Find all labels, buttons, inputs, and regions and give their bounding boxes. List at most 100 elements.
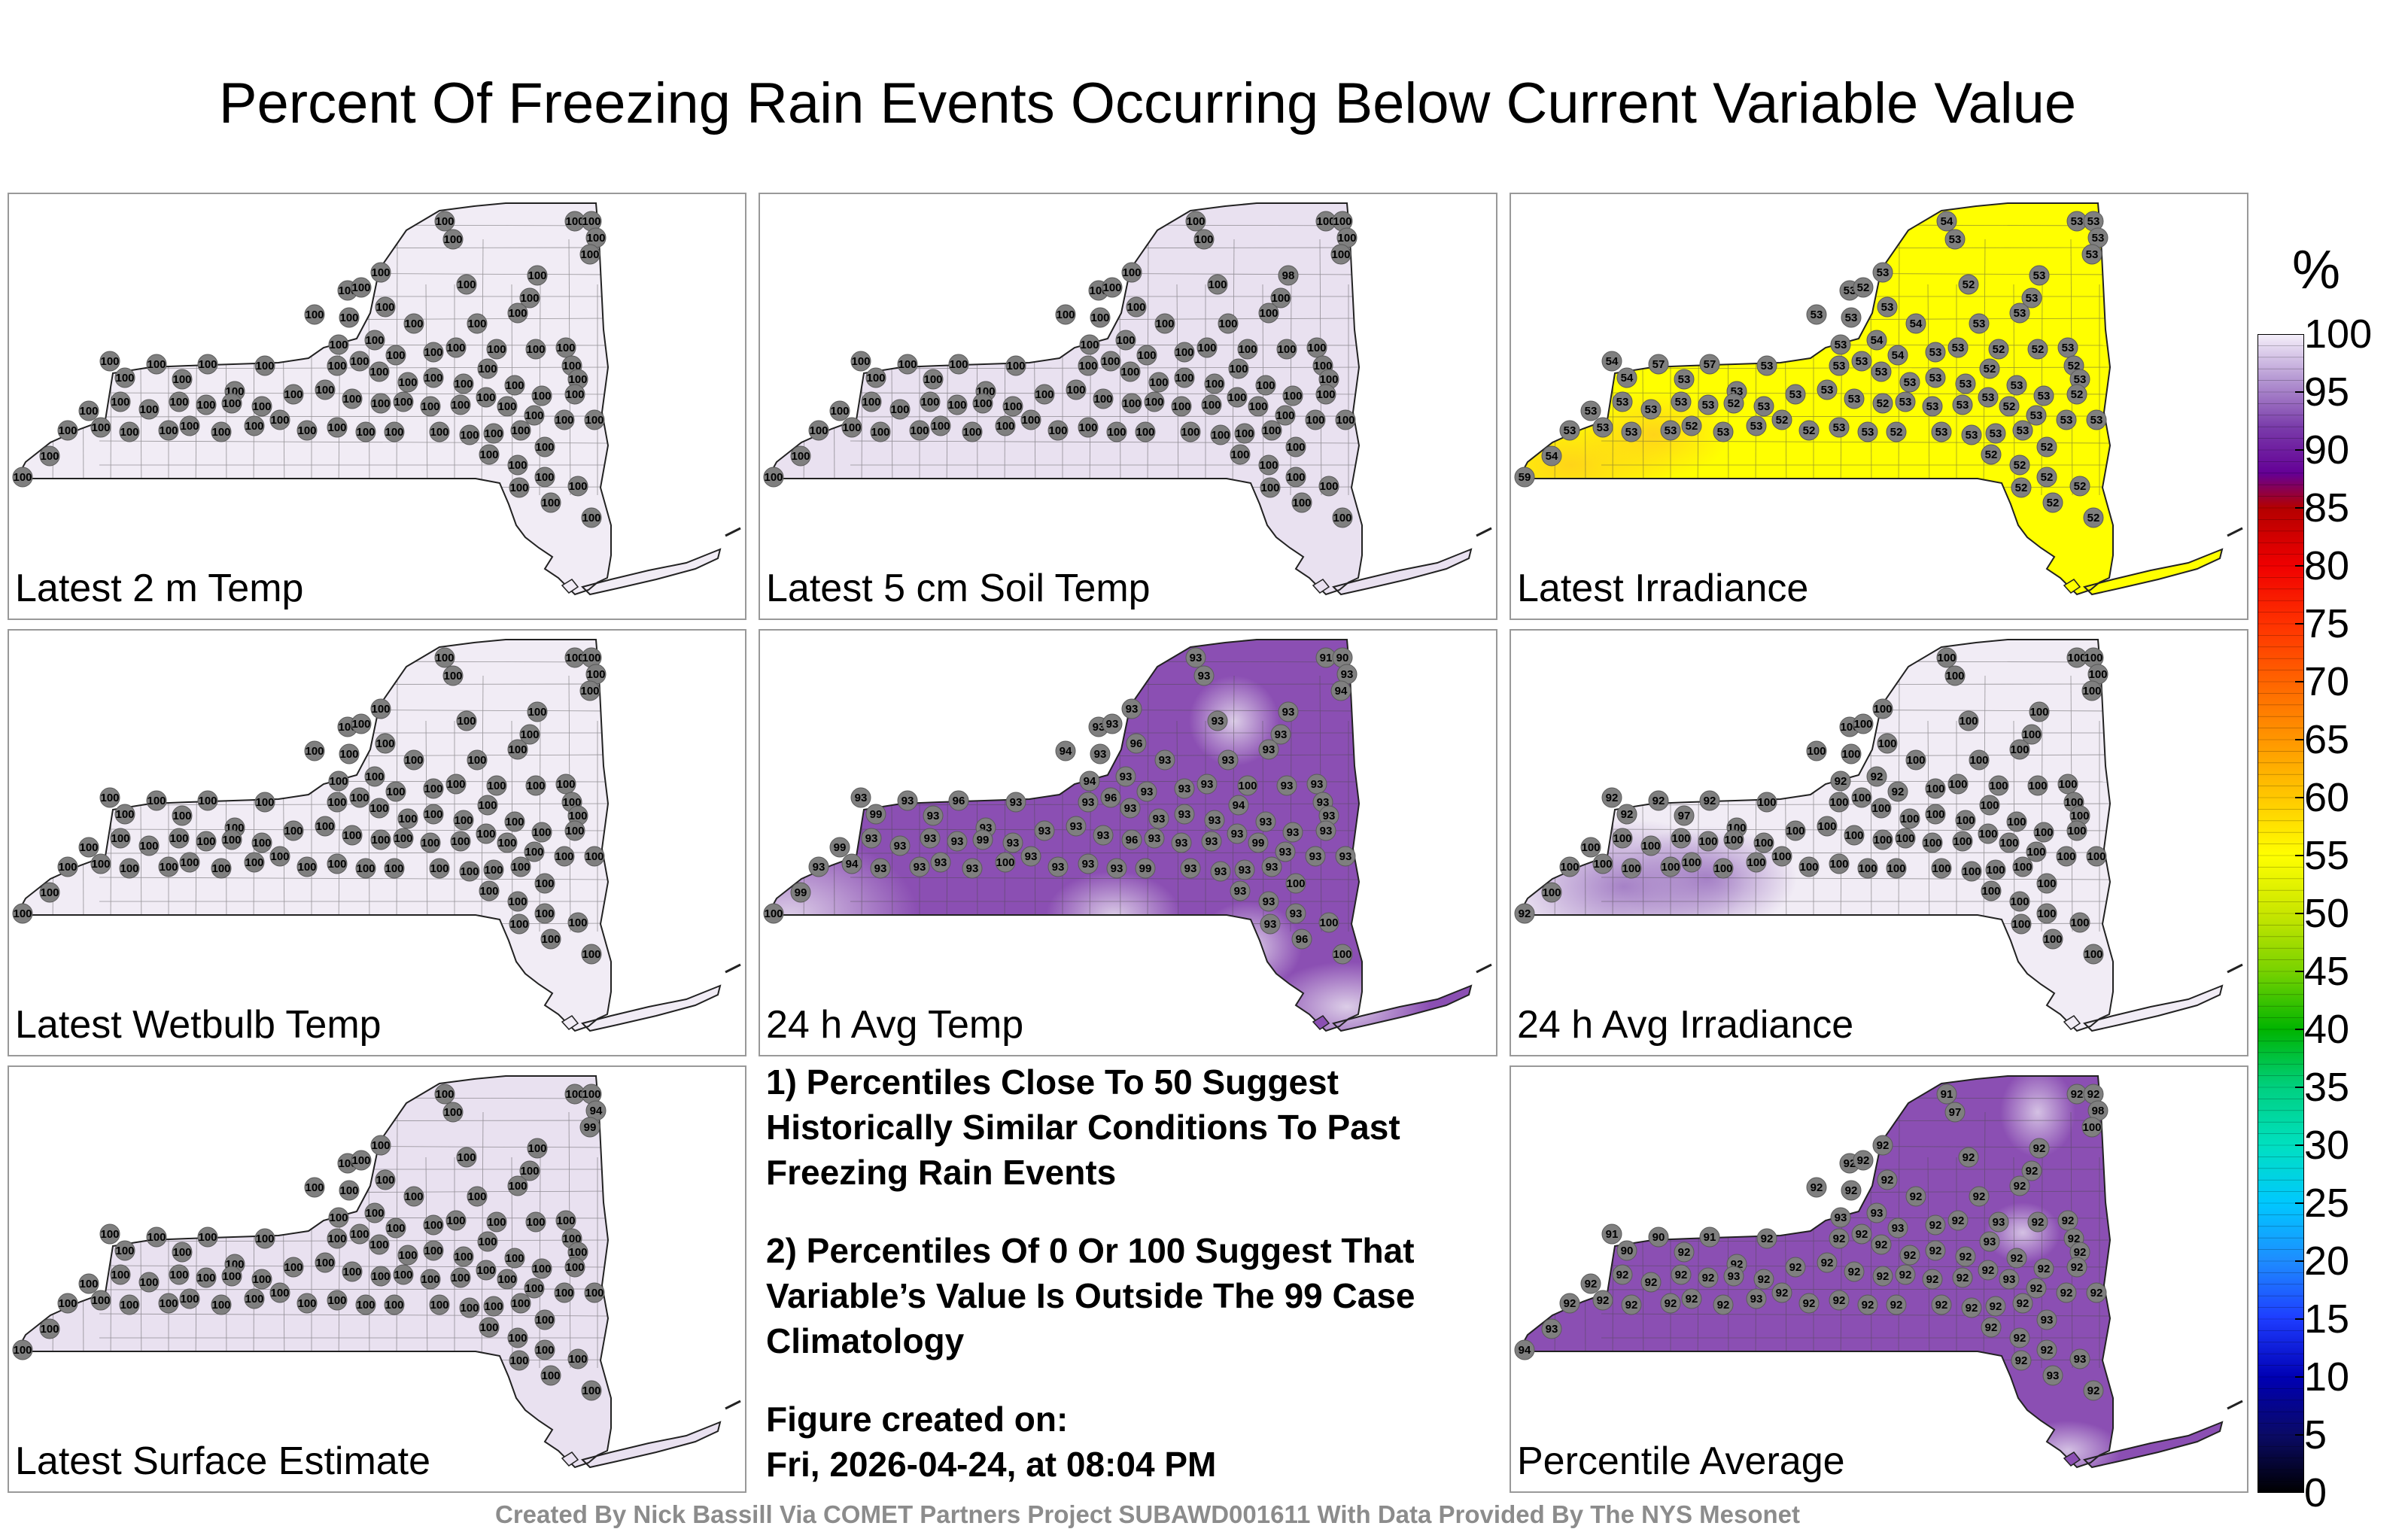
station-value: 92 — [1758, 1273, 1771, 1286]
station-value: 100 — [2007, 816, 2026, 828]
station-marker: 53 — [1851, 351, 1872, 372]
station-marker: 100 — [1135, 421, 1156, 442]
station-marker: 100 — [384, 1294, 405, 1315]
station-dot — [1121, 393, 1142, 414]
station-value: 53 — [2086, 248, 2099, 261]
station-value: 100 — [424, 1219, 442, 1232]
station-marker: 100 — [808, 420, 829, 441]
station-value: 100 — [484, 1300, 503, 1313]
value-hotspot — [1264, 962, 1430, 1031]
station-dot — [1559, 1293, 1580, 1314]
station-value: 92 — [1952, 1214, 1965, 1227]
station-dot — [2021, 287, 2042, 309]
station-marker: 100 — [564, 1257, 585, 1278]
station-marker: 100 — [269, 846, 290, 867]
station-value: 100 — [1713, 862, 1732, 875]
station-dot — [1102, 713, 1123, 734]
station-dot — [397, 808, 418, 829]
station-dot — [327, 853, 348, 874]
station-value: 100 — [1981, 885, 2000, 898]
station-value: 93 — [1320, 825, 1333, 837]
station-marker: 100 — [2036, 903, 2057, 924]
station-dot — [445, 1210, 467, 1231]
station-value: 100 — [375, 737, 394, 750]
station-dot — [1958, 1147, 1979, 1168]
station-value: 100 — [1235, 427, 1254, 440]
station-marker: 53 — [1857, 421, 1878, 442]
station-marker: 100 — [450, 1267, 471, 1288]
station-dot — [459, 424, 480, 445]
station-marker: 100 — [138, 835, 160, 856]
station-value: 53 — [2030, 409, 2043, 422]
station-marker: 100 — [1255, 375, 1276, 396]
station-value: 100 — [479, 448, 498, 461]
station-marker: 93 — [1207, 710, 1228, 731]
station-value: 100 — [520, 292, 539, 305]
station-dot — [1999, 1269, 2020, 1290]
station-value: 100 — [476, 828, 495, 840]
station-marker: 100 — [1981, 880, 2002, 901]
colorbar-tick-label: 5 — [2304, 1412, 2327, 1457]
station-dot — [1978, 823, 1999, 844]
station-value: 100 — [1560, 861, 1579, 874]
station-value: 93 — [1309, 850, 1322, 863]
station-marker: 100 — [254, 1228, 275, 1249]
station-dot — [1851, 787, 1872, 808]
station-dot — [1541, 445, 1562, 467]
station-value: 100 — [443, 670, 462, 682]
station-value: 90 — [1652, 1231, 1665, 1244]
state-shape — [17, 640, 720, 1031]
station-value: 53 — [1926, 400, 1939, 413]
station-dot — [2056, 846, 2077, 867]
station-marker: 100 — [1872, 698, 1893, 719]
station-dot — [1258, 454, 1279, 476]
station-value: 100 — [339, 312, 358, 324]
station-marker: 100 — [1196, 337, 1218, 358]
station-marker: 92 — [1871, 1234, 1892, 1255]
station-dot — [254, 355, 275, 376]
station-marker: 100 — [1559, 856, 1580, 877]
station-marker: 100 — [585, 227, 607, 248]
station-value: 100 — [1871, 802, 1890, 815]
station-value: 93 — [1190, 652, 1202, 664]
station-marker: 100 — [1746, 852, 1767, 873]
station-value: 100 — [13, 1344, 32, 1357]
state-shape — [17, 1076, 720, 1467]
station-marker: 100 — [1234, 423, 1255, 444]
station-value: 93 — [1153, 813, 1166, 825]
station-value: 100 — [476, 1264, 495, 1277]
station-marker: 100 — [1121, 393, 1142, 414]
station-value: 92 — [2074, 1246, 2087, 1259]
station-marker: 90 — [1648, 1226, 1669, 1248]
station-value: 91 — [1941, 1088, 1953, 1101]
station-dot — [1785, 384, 1806, 405]
station-marker: 54 — [1887, 345, 1908, 366]
station-marker: 53 — [2056, 409, 2077, 430]
station-marker: 93 — [850, 787, 871, 808]
station-dot — [1621, 858, 1642, 879]
station-marker: 100 — [527, 265, 548, 286]
station-value: 93 — [1264, 918, 1277, 931]
station-dot — [1616, 1240, 1637, 1261]
station-value: 100 — [467, 318, 486, 330]
station-dot — [1230, 444, 1251, 465]
station-value: 99 — [1139, 862, 1152, 875]
station-dot — [581, 1380, 602, 1401]
station-value: 100 — [421, 1273, 439, 1286]
station-dot — [1258, 302, 1279, 324]
station-marker: 100 — [349, 1223, 370, 1245]
station-dot — [2069, 1348, 2090, 1369]
station-marker: 100 — [442, 1102, 464, 1123]
station-dot — [1871, 798, 1892, 819]
station-value: 100 — [478, 363, 497, 375]
station-dot — [99, 351, 120, 372]
station-value: 100 — [139, 403, 158, 416]
station-dot — [507, 454, 528, 476]
station-marker: 100 — [423, 342, 444, 363]
station-value: 100 — [1175, 346, 1193, 359]
station-dot — [1925, 1240, 1946, 1261]
station-value: 52 — [1877, 397, 1890, 410]
station-value: 100 — [532, 826, 551, 839]
station-marker: 92 — [1922, 1269, 1943, 1290]
